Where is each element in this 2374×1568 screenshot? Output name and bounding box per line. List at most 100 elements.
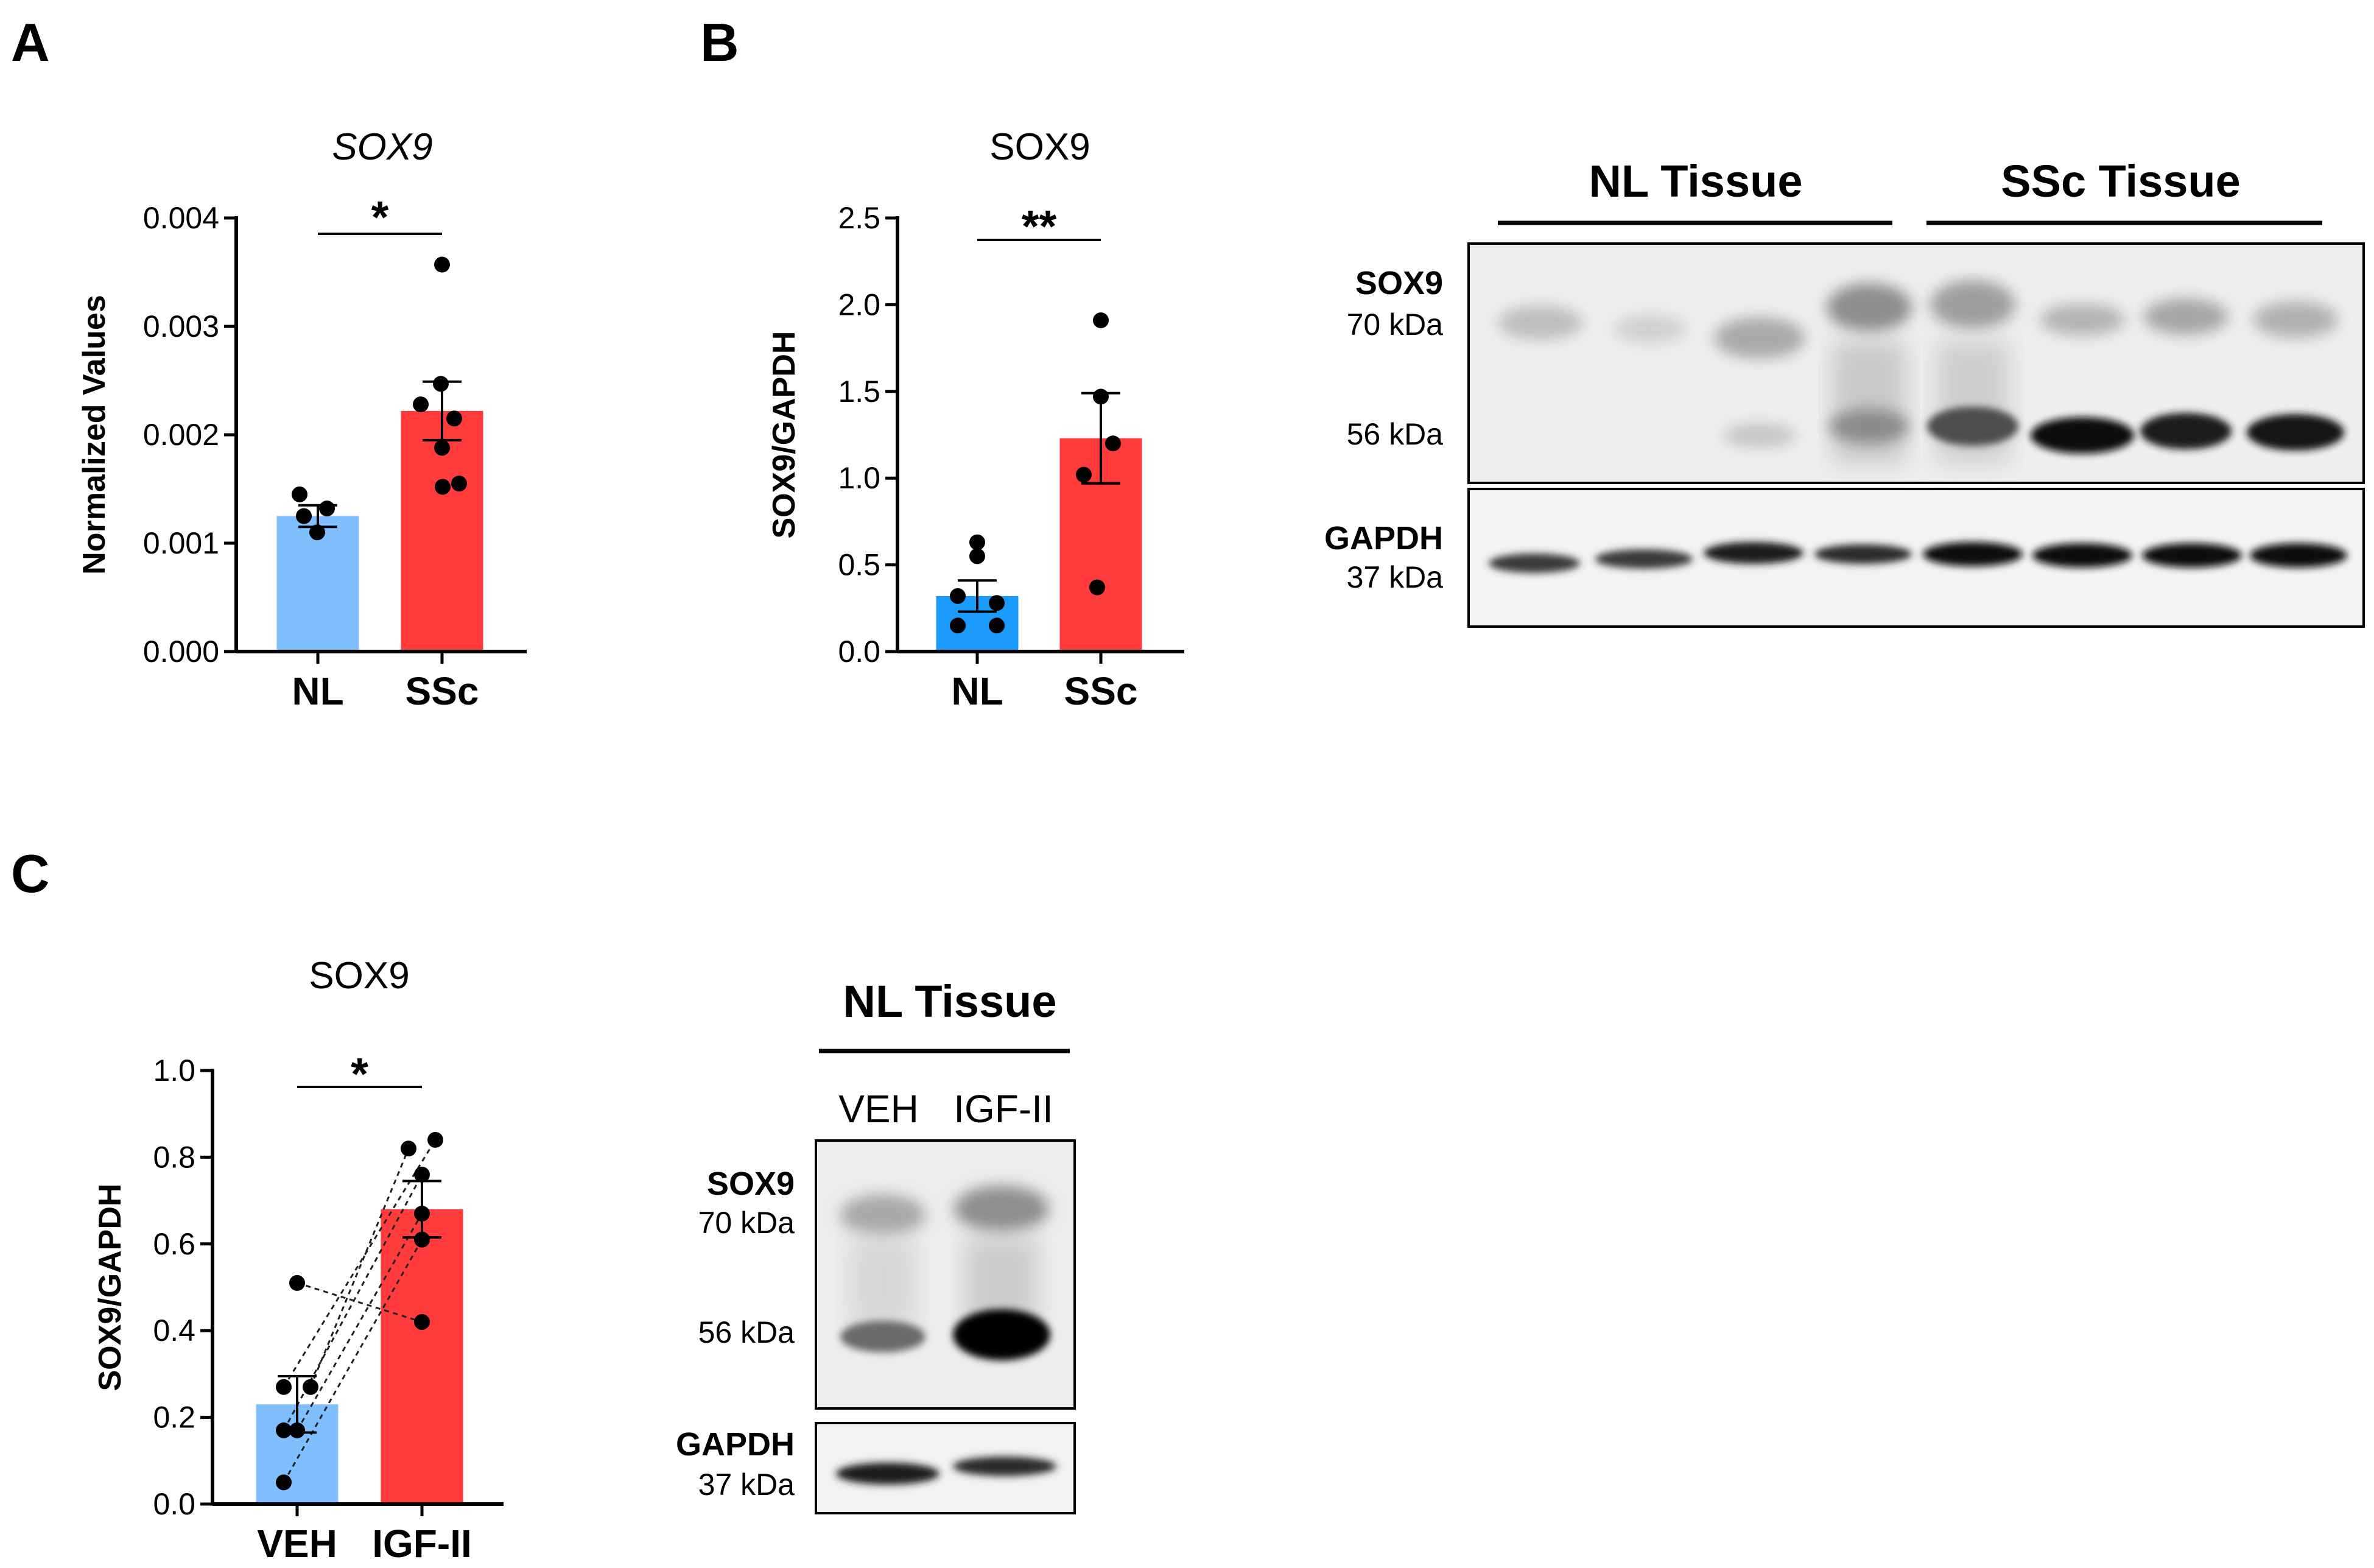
chart-c-data-point bbox=[276, 1379, 292, 1395]
blot-b-group-ssc: SSc Tissue bbox=[2001, 156, 2241, 206]
chart-c-data-point bbox=[289, 1274, 305, 1291]
western-blot-b: NL Tissue SSc Tissue SOX9 70 kDa 56 kDa … bbox=[1324, 156, 2365, 628]
blot-c-mw-37: 37 kDa bbox=[698, 1468, 795, 1502]
chart-c-data-point bbox=[414, 1166, 430, 1183]
chart-c-y-tick-label: 0.6 bbox=[153, 1227, 195, 1261]
blot-b-sox9-bands bbox=[1498, 280, 2344, 463]
chart-b-data-point bbox=[989, 617, 1005, 634]
chart-c-bar-igf-ii bbox=[381, 1209, 463, 1504]
chart-c-data-point bbox=[427, 1131, 443, 1148]
chart-c-data-point bbox=[276, 1422, 292, 1438]
blot-c-gapdh-label: GAPDH bbox=[676, 1426, 795, 1463]
chart-b-data-point bbox=[950, 617, 966, 634]
chart-a-significance-label: * bbox=[371, 192, 389, 242]
chart-a-category-label: NL bbox=[292, 669, 343, 713]
chart-c-title: SOX9 bbox=[309, 955, 409, 997]
blot-c-lane-igf: IGF-II bbox=[953, 1087, 1053, 1131]
chart-c: SOX9 SOX9/GAPDH 0.0 0.2 0.4 0.6 0.8 1.0 VEH IGF-I… bbox=[93, 955, 504, 1566]
blot-b-gapdh-membrane bbox=[1467, 488, 2365, 628]
chart-a-data-point bbox=[435, 479, 451, 495]
chart-c-y-tick-label: 0.4 bbox=[153, 1313, 195, 1348]
chart-c-category-label: IGF-II bbox=[372, 1522, 472, 1566]
chart-c-y-tick-label: 0.8 bbox=[153, 1140, 195, 1174]
chart-b-data-point bbox=[969, 534, 985, 550]
chart-c-pair-line bbox=[297, 1282, 423, 1323]
chart-b: SOX9 SOX9/GAPDH 0.0 0.5 1.0 1.5 2.0 2.5 NL SSc ** bbox=[767, 126, 1184, 713]
chart-a-title: SOX9 bbox=[332, 126, 432, 168]
blot-c-mw-56: 56 kDa bbox=[698, 1315, 795, 1349]
blot-b-mw-37: 37 kDa bbox=[1347, 560, 1444, 594]
chart-b-y-tick-label: 0.0 bbox=[838, 635, 880, 669]
chart-b-data-point bbox=[950, 588, 966, 604]
chart-a-data-point bbox=[434, 256, 450, 273]
chart-a-data-point bbox=[296, 508, 312, 524]
chart-c-category-label: VEH bbox=[257, 1522, 337, 1566]
blot-c-sox9-label: SOX9 bbox=[707, 1165, 795, 1202]
chart-c-y-tick-label: 0.0 bbox=[153, 1487, 195, 1521]
chart-c-pair-line bbox=[283, 1239, 423, 1483]
blot-b-gapdh-bands bbox=[1489, 542, 2347, 573]
chart-a-data-point bbox=[319, 501, 335, 517]
chart-c-y-tick-label: 0.2 bbox=[153, 1401, 195, 1435]
chart-a-y-axis-label: Normalized Values bbox=[77, 295, 112, 575]
blot-c-sox9-membrane bbox=[815, 1139, 1076, 1410]
chart-b-y-tick-label: 1.0 bbox=[838, 461, 880, 495]
chart-c-data-point bbox=[414, 1313, 430, 1330]
chart-b-data-point bbox=[969, 548, 985, 564]
chart-c-data-point bbox=[289, 1422, 305, 1438]
chart-b-y-axis-label: SOX9/GAPDH bbox=[767, 331, 802, 539]
chart-c-data-point bbox=[276, 1474, 292, 1491]
chart-a-data-point bbox=[451, 476, 467, 492]
chart-a-data-point bbox=[413, 396, 429, 413]
chart-a-data-point bbox=[433, 376, 449, 392]
blot-c-sox9-bands bbox=[840, 1186, 1050, 1360]
chart-c-y-axis-label: SOX9/GAPDH bbox=[93, 1184, 128, 1391]
chart-a-data-point bbox=[309, 524, 325, 541]
chart-a-category-label: SSc bbox=[406, 669, 479, 713]
blot-c-mw-70: 70 kDa bbox=[698, 1206, 795, 1240]
chart-b-title: SOX9 bbox=[989, 126, 1090, 168]
panel-letter-a: A bbox=[11, 12, 50, 72]
chart-b-y-tick-label: 2.5 bbox=[838, 201, 880, 235]
blot-b-gapdh-label: GAPDH bbox=[1324, 520, 1443, 557]
chart-a: SOX9 Normalized Values 0.000 0.001 0.002 0.00… bbox=[77, 126, 527, 713]
chart-a-data-point bbox=[446, 410, 462, 427]
chart-a-y-tick-label: 0.002 bbox=[143, 418, 219, 452]
western-blot-c: NL Tissue VEH IGF-II SOX9 70 kDa 56 kDa … bbox=[676, 976, 1076, 1514]
chart-a-data-point bbox=[434, 440, 450, 456]
panel-letter-c: C bbox=[11, 843, 50, 904]
chart-c-data-point bbox=[414, 1231, 430, 1248]
chart-a-y-tick-label: 0.001 bbox=[143, 526, 219, 560]
chart-c-pair-line bbox=[309, 1148, 410, 1388]
chart-b-y-tick-label: 0.5 bbox=[838, 548, 880, 582]
chart-a-y-tick-label: 0.003 bbox=[143, 309, 219, 343]
blot-b-sox9-label: SOX9 bbox=[1355, 265, 1443, 301]
chart-b-data-point bbox=[1093, 312, 1109, 329]
chart-c-data-point bbox=[303, 1379, 318, 1395]
chart-b-category-label: NL bbox=[951, 669, 1003, 713]
chart-b-y-tick-label: 1.5 bbox=[838, 374, 880, 409]
chart-b-data-point bbox=[1093, 388, 1109, 405]
chart-b-category-label: SSc bbox=[1064, 669, 1138, 713]
blot-b-mw-56: 56 kDa bbox=[1347, 417, 1444, 451]
chart-c-data-point bbox=[414, 1205, 430, 1222]
chart-b-y-tick-label: 2.0 bbox=[838, 287, 880, 322]
chart-b-data-point bbox=[1105, 435, 1121, 452]
chart-c-data-point bbox=[401, 1141, 416, 1157]
blot-b-group-nl: NL Tissue bbox=[1589, 156, 1803, 206]
blot-c-gapdh-membrane bbox=[815, 1422, 1076, 1514]
chart-a-y-tick-label: 0.004 bbox=[143, 201, 219, 235]
chart-c-significance-label: * bbox=[351, 1049, 368, 1099]
chart-b-data-point bbox=[1089, 579, 1105, 596]
blot-b-mw-70: 70 kDa bbox=[1347, 308, 1444, 342]
panel-letter-b: B bbox=[700, 12, 739, 72]
chart-b-significance-label: ** bbox=[1022, 201, 1057, 251]
chart-b-data-point bbox=[989, 595, 1005, 611]
blot-c-lane-veh: VEH bbox=[838, 1087, 919, 1131]
blot-b-sox9-membrane bbox=[1467, 242, 2365, 484]
chart-a-data-point bbox=[292, 486, 307, 502]
blot-c-gapdh-bands bbox=[836, 1457, 1056, 1485]
blot-c-group: NL Tissue bbox=[843, 976, 1057, 1027]
chart-a-y-tick-label: 0.000 bbox=[143, 635, 219, 669]
